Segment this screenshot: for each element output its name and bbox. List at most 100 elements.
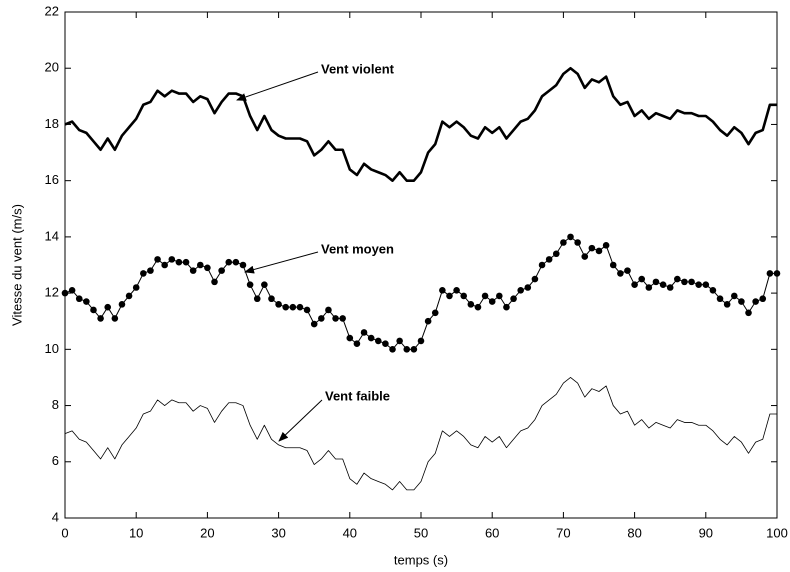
arrow	[278, 399, 323, 442]
data-point	[709, 287, 717, 294]
data-point	[154, 256, 161, 263]
data-point	[182, 258, 190, 266]
data-point	[232, 258, 240, 266]
data-point	[531, 275, 539, 283]
data-point	[189, 267, 197, 274]
data-point	[111, 315, 119, 322]
data-point	[752, 298, 759, 305]
data-point	[374, 337, 382, 345]
data-point	[218, 267, 225, 274]
data-point	[196, 261, 204, 269]
series-line	[64, 377, 777, 491]
data-point	[382, 340, 389, 348]
arrow	[244, 251, 319, 274]
data-point	[510, 295, 517, 303]
data-point	[652, 278, 660, 286]
data-point	[552, 250, 560, 258]
y-tick-label: 14	[45, 228, 59, 243]
data-point	[723, 301, 731, 308]
data-point	[346, 334, 354, 342]
data-point	[97, 315, 104, 322]
data-point	[118, 301, 126, 308]
data-point	[773, 270, 781, 277]
data-point	[132, 284, 140, 291]
data-point	[659, 281, 667, 288]
data-point	[339, 315, 346, 322]
data-point	[460, 292, 468, 300]
data-point	[766, 270, 774, 277]
data-point	[147, 267, 154, 274]
data-point	[332, 315, 339, 322]
data-point	[581, 253, 589, 260]
data-point	[567, 233, 574, 241]
data-point	[716, 295, 724, 303]
data-point	[524, 284, 532, 291]
y-tick-label: 10	[45, 341, 59, 356]
data-point	[503, 303, 510, 311]
x-tick-label: 90	[699, 525, 713, 540]
data-point	[730, 292, 738, 300]
data-point	[367, 334, 375, 342]
x-tick-label: 40	[343, 525, 357, 540]
data-point	[574, 239, 581, 246]
x-tick-label: 20	[200, 525, 214, 540]
data-point	[631, 281, 638, 288]
data-point	[702, 281, 710, 288]
y-tick-label: 8	[52, 397, 59, 412]
data-point	[318, 315, 325, 322]
data-point	[474, 303, 482, 311]
data-point	[638, 275, 646, 283]
data-point	[560, 239, 567, 246]
x-tick-label: 30	[271, 525, 285, 540]
data-point	[68, 287, 76, 294]
data-point	[282, 303, 290, 311]
y-axis-label: Vitesse du vent (m/s)	[9, 204, 24, 326]
data-point	[645, 284, 653, 291]
data-point	[161, 261, 168, 269]
data-point	[738, 298, 745, 305]
data-point	[296, 303, 304, 311]
data-point	[289, 303, 297, 311]
data-point	[253, 295, 261, 303]
data-point	[140, 270, 147, 277]
data-point	[403, 346, 411, 353]
data-point	[353, 340, 361, 348]
annotation: Vent violent	[321, 61, 395, 76]
data-point	[674, 275, 681, 283]
data-point	[595, 247, 603, 255]
data-point	[360, 329, 368, 336]
annotation: Vent faible	[325, 388, 390, 403]
data-point	[225, 258, 233, 266]
annotation: Vent moyen	[321, 241, 394, 256]
data-point	[431, 309, 439, 317]
data-point	[517, 287, 524, 294]
data-point	[624, 267, 631, 274]
data-point	[211, 278, 218, 286]
data-point	[303, 306, 311, 314]
data-point	[246, 281, 254, 288]
data-point	[310, 320, 318, 328]
y-tick-label: 22	[45, 3, 59, 18]
data-point	[745, 309, 752, 317]
data-point	[488, 298, 496, 305]
data-point	[439, 287, 446, 294]
data-point	[104, 303, 112, 311]
data-point	[588, 244, 596, 252]
y-tick-label: 18	[45, 116, 59, 131]
data-point	[602, 242, 610, 249]
data-point	[125, 292, 133, 300]
data-point	[61, 289, 69, 297]
data-point	[75, 295, 83, 303]
data-point	[410, 346, 418, 353]
data-point	[545, 256, 553, 263]
data-point	[617, 270, 624, 277]
data-point	[538, 261, 546, 269]
data-point	[261, 281, 268, 288]
data-point	[688, 278, 695, 286]
data-point	[275, 301, 282, 308]
x-axis-label: temps (s)	[394, 552, 448, 567]
data-point	[83, 298, 90, 305]
x-tick-label: 0	[61, 525, 68, 540]
